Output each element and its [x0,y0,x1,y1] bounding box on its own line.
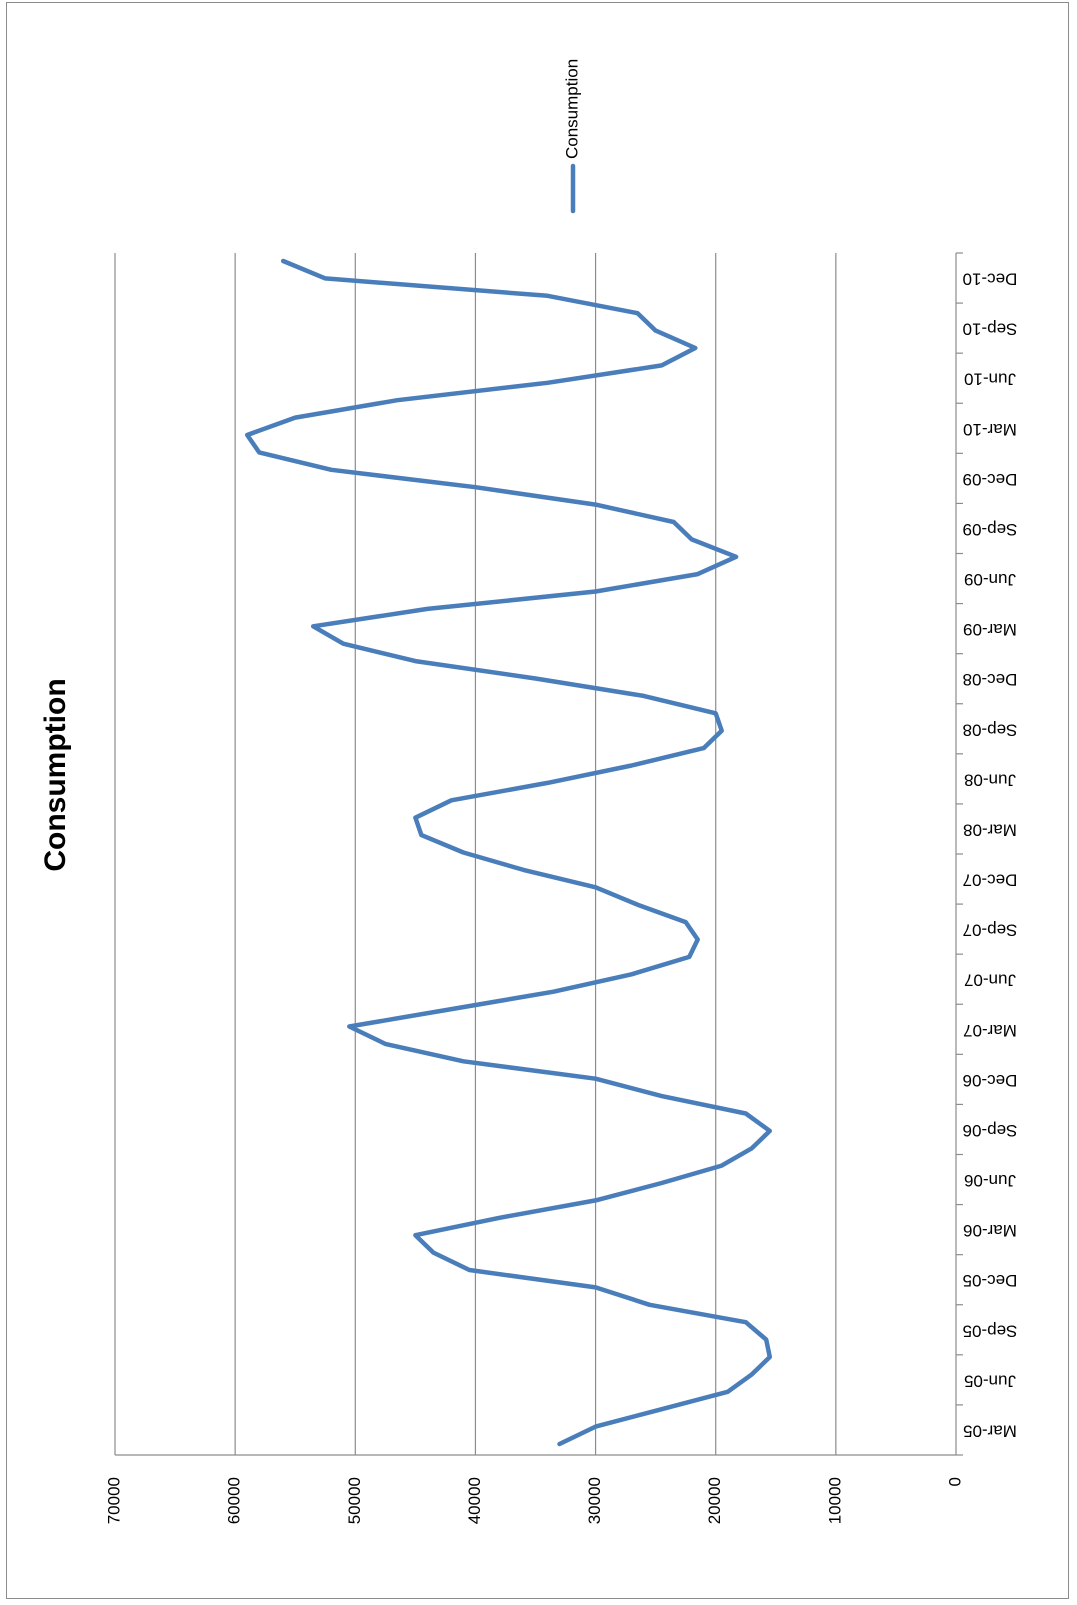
chart-frame: 0 10000 20000 30000 40000 50000 60000 70000 Mar… [6,2,1069,1599]
category-tick-label: Sep-05 [963,1321,1018,1340]
category-tick-label: Mar-07 [963,1021,1017,1040]
consumption-chart: 0 10000 20000 30000 40000 50000 60000 70000 Mar… [39,59,1018,1524]
category-tick-label: Mar-06 [963,1221,1017,1240]
value-tick-label: 60000 [225,1477,244,1524]
chart-title: Consumption [39,678,72,871]
category-tick-label: Jun-10 [964,370,1016,389]
category-tick-label: Dec-10 [963,270,1018,289]
value-tick-label: 10000 [825,1477,844,1524]
category-tick-label: Jun-07 [964,971,1016,990]
value-tick-label: 30000 [585,1477,604,1524]
category-tick-label: Sep-09 [963,520,1018,539]
category-tick-label: Sep-06 [963,1121,1018,1140]
value-tick-label: 20000 [705,1477,724,1524]
series-layer [244,258,773,1447]
legend: Consumption [562,59,581,214]
category-axis-ticks: Mar-05 Jun-05 Sep-05 Dec-05 Mar-06 Jun-06 Sep-… [956,252,1018,1456]
category-tick-label: Dec-07 [963,871,1018,890]
category-tick-label: Mar-09 [963,620,1017,639]
category-tick-label: Dec-09 [963,470,1018,489]
legend-label: Consumption [562,59,581,159]
value-tick-label: 0 [945,1477,964,1486]
category-tick-label: Dec-05 [963,1271,1018,1290]
category-tick-label: Sep-07 [963,921,1018,940]
value-tick-label: 50000 [345,1477,364,1524]
gridlines [114,253,837,1455]
category-tick-label: Dec-08 [963,670,1018,689]
series-line-consumption [244,258,773,1447]
category-tick-label: Jun-08 [964,770,1016,789]
category-tick-label: Mar-08 [963,820,1017,839]
value-tick-label: 70000 [104,1477,123,1524]
category-tick-label: Jun-06 [964,1171,1016,1190]
category-tick-label: Mar-05 [963,1421,1017,1440]
value-tick-label: 40000 [465,1477,484,1524]
category-tick-label: Sep-10 [963,320,1018,339]
category-tick-label: Sep-08 [963,720,1018,739]
category-tick-label: Jun-05 [964,1371,1016,1390]
value-axis-ticks: 0 10000 20000 30000 40000 50000 60000 70000 [104,1477,964,1524]
category-tick-label: Dec-06 [963,1071,1018,1090]
axes [115,253,957,1456]
category-tick-label: Jun-09 [964,570,1016,589]
category-tick-label: Mar-10 [963,420,1017,439]
